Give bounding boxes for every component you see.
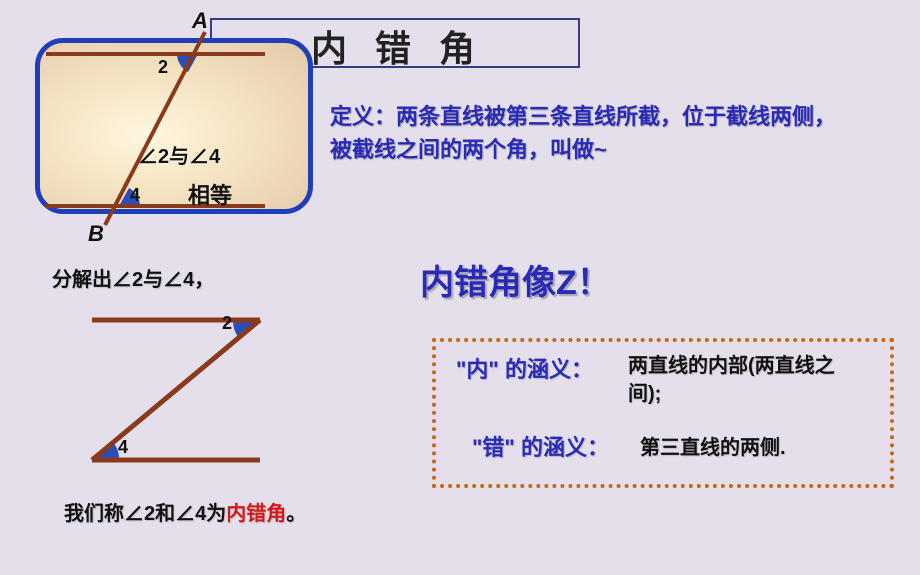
conclusion-suffix: 。 (286, 503, 306, 525)
angle-2-4-text: ∠2与∠4 (138, 140, 220, 169)
meaning-inner-label: "内" 的涵义： (456, 352, 593, 384)
label-b: B (88, 221, 104, 247)
label-a: A (192, 8, 208, 34)
conclusion-text: 我们称∠2和∠4为内错角。 (64, 497, 306, 526)
diagram1-num-2: 2 (158, 57, 168, 78)
meaning-inner-text: 两直线的内部(两直线之间); (628, 352, 848, 408)
diagram-1-svg (35, 20, 313, 240)
decompose-text: 分解出∠2与∠4， (52, 263, 214, 292)
diagram2-num-2: 2 (222, 313, 232, 334)
meaning-wrong-text: 第三直线的两侧. (640, 434, 786, 462)
diagram-2-svg (72, 300, 292, 480)
conclusion-highlight: 内错角 (226, 503, 286, 525)
diagram1-num-4: 4 (130, 185, 140, 206)
conclusion-prefix: 我们称∠2和∠4为 (64, 503, 226, 525)
title-text: 内错角 (287, 28, 503, 69)
definition-text: 定义：两条直线被第三条直线所截，位于截线两侧，被截线之间的两个角，叫做~ (330, 100, 850, 166)
diagram2-num-4: 4 (118, 437, 128, 458)
equal-text: 相等 (188, 178, 232, 210)
z-statement: 内错角像Z！ (420, 255, 611, 304)
meaning-wrong-label: "错" 的涵义： (472, 430, 609, 462)
